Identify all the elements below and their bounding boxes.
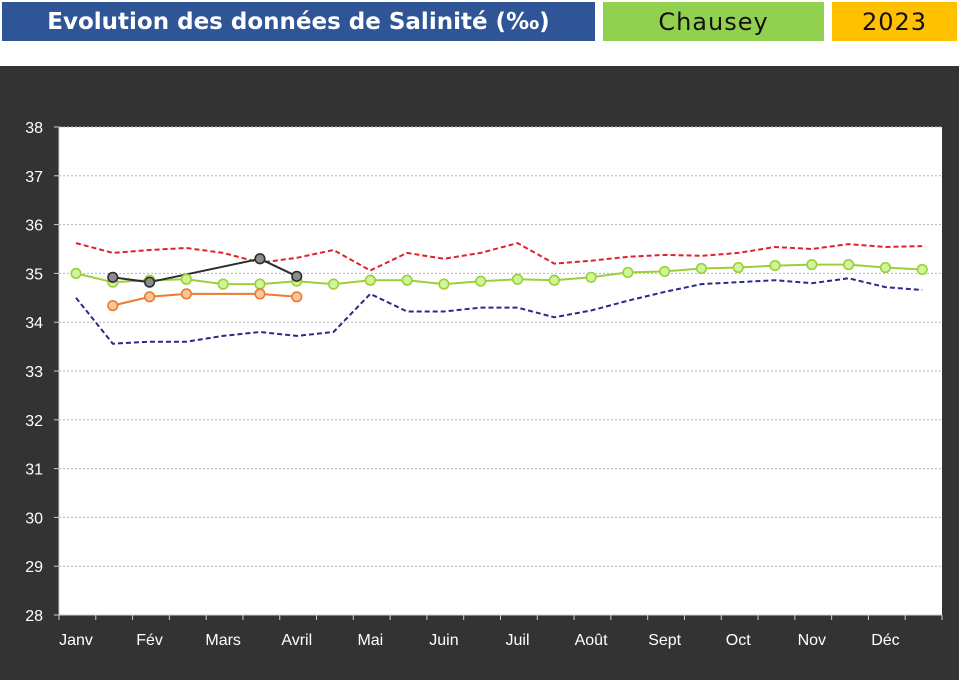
data-point xyxy=(217,278,229,290)
data-point xyxy=(254,278,266,290)
site-name: Chausey xyxy=(658,7,769,36)
y-tick-label: 30 xyxy=(25,510,43,527)
chart-title-banner: Evolution des données de Salinité (‰) xyxy=(2,2,595,41)
data-point xyxy=(143,276,156,288)
gridlines xyxy=(59,126,942,567)
data-point xyxy=(806,259,818,271)
data-point xyxy=(364,274,376,286)
series-lines xyxy=(75,242,923,345)
data-point xyxy=(511,273,524,285)
data-point xyxy=(438,278,450,290)
y-tick-label: 36 xyxy=(25,218,43,235)
x-tick-label: Fév xyxy=(136,632,163,649)
series-markers xyxy=(70,253,928,312)
x-tick-label: Sept xyxy=(648,632,681,649)
data-point xyxy=(327,278,340,290)
data-point xyxy=(585,271,597,283)
x-tick-label: Déc xyxy=(871,632,899,649)
series-line-1 xyxy=(75,277,923,345)
data-point xyxy=(732,261,744,274)
y-tick-label: 35 xyxy=(25,266,43,283)
x-tick-label: Juil xyxy=(505,632,529,649)
data-point xyxy=(107,271,119,283)
data-point xyxy=(622,266,634,279)
data-point xyxy=(291,270,303,282)
data-point xyxy=(107,300,119,312)
y-tick-label: 29 xyxy=(25,559,43,576)
data-point xyxy=(475,275,487,287)
x-tick-label: Avril xyxy=(281,632,312,649)
year-label: 2023 xyxy=(861,7,928,36)
x-tick-label: Mai xyxy=(357,632,383,649)
series-line-2 xyxy=(75,263,923,286)
data-point xyxy=(254,288,266,300)
y-tick-label: 34 xyxy=(25,315,43,332)
data-point xyxy=(843,259,855,271)
data-point xyxy=(695,262,708,275)
salinity-line-chart: 28 29 30 31 32 33 34 35 36 37 38 Janv Fév Mars Avril Ma… xyxy=(25,120,943,649)
data-point xyxy=(180,288,192,300)
data-point xyxy=(769,259,781,272)
y-tick-label: 32 xyxy=(25,413,43,430)
year-banner: 2023 xyxy=(832,2,957,41)
data-point xyxy=(401,274,413,286)
x-tick-label: Janv xyxy=(59,632,93,649)
y-tick-label: 33 xyxy=(25,364,43,381)
chart-area: 28 29 30 31 32 33 34 35 36 37 38 Janv Fév Mars Avril Ma… xyxy=(0,66,959,680)
data-point xyxy=(879,261,892,274)
x-tick-label: Oct xyxy=(726,632,751,649)
site-banner: Chausey xyxy=(603,2,824,41)
data-point xyxy=(70,267,82,279)
data-point xyxy=(143,291,156,303)
data-point xyxy=(180,273,192,285)
x-tick-label: Août xyxy=(575,632,608,649)
x-tick-label: Mars xyxy=(205,632,241,649)
y-tick-label: 38 xyxy=(25,120,43,137)
data-point xyxy=(916,263,928,276)
data-point xyxy=(548,274,560,286)
chart-title: Evolution des données de Salinité (‰) xyxy=(47,8,550,35)
data-point xyxy=(254,253,266,265)
series-line-3 xyxy=(112,257,298,284)
y-tick-label: 28 xyxy=(25,608,43,625)
x-tick-label: Juin xyxy=(429,632,458,649)
y-tick-label: 37 xyxy=(25,169,43,186)
data-point xyxy=(659,265,671,278)
axes: 28 29 30 31 32 33 34 35 36 37 38 Janv Fév Mars Avril Ma… xyxy=(25,120,943,649)
x-tick-label: Nov xyxy=(798,632,826,649)
data-point xyxy=(291,291,303,303)
y-tick-label: 31 xyxy=(25,462,43,479)
